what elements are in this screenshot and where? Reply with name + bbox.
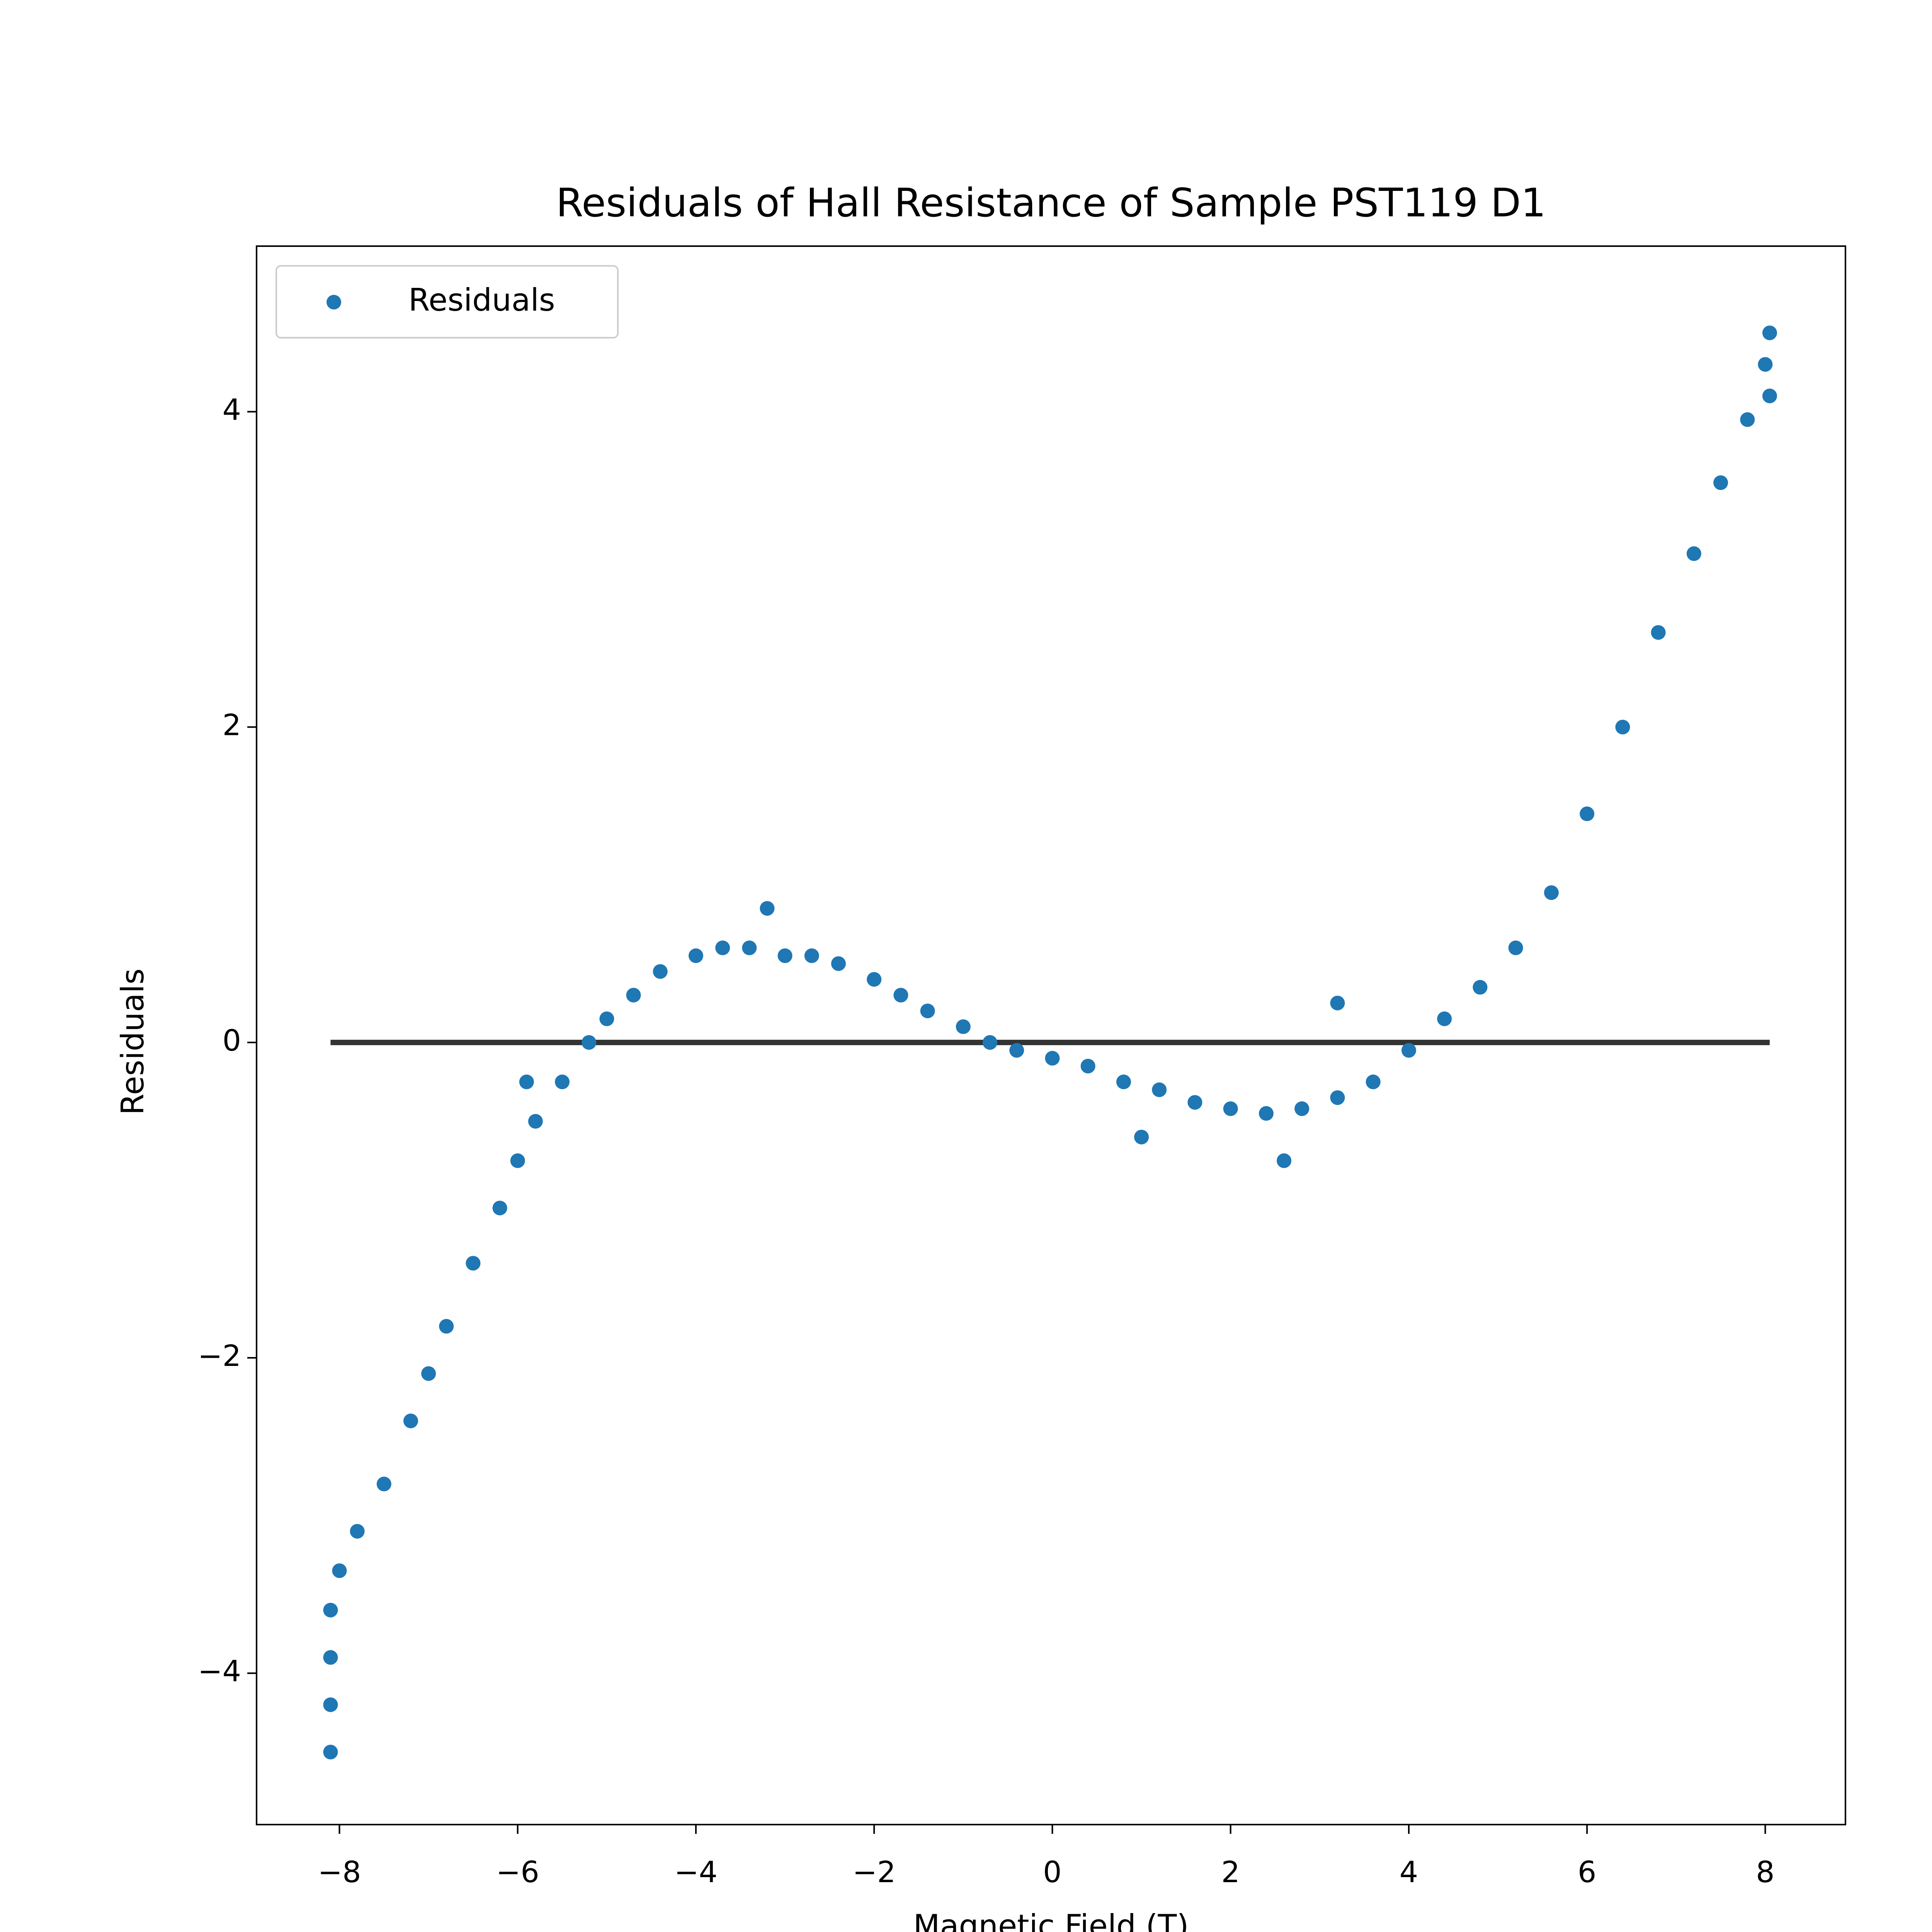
scatter-point xyxy=(653,964,668,979)
scatter-point xyxy=(555,1074,570,1089)
scatter-point xyxy=(1366,1074,1381,1089)
x-tick-label: 4 xyxy=(1400,1855,1418,1889)
scatter-point xyxy=(1615,719,1630,735)
scatter-point xyxy=(376,1476,391,1492)
y-tick-label: −4 xyxy=(198,1654,241,1688)
scatter-point xyxy=(528,1114,543,1129)
scatter-point xyxy=(804,948,819,963)
scatter-point xyxy=(760,901,775,916)
scatter-point xyxy=(332,1563,347,1578)
x-tick-label: 6 xyxy=(1578,1855,1596,1889)
y-tick-label: 4 xyxy=(223,392,241,427)
legend-box xyxy=(276,265,619,338)
scatter-point xyxy=(1223,1101,1238,1116)
scatter-point xyxy=(1277,1153,1292,1168)
scatter-point xyxy=(1713,475,1728,490)
scatter-point xyxy=(1294,1101,1310,1116)
scatter-point xyxy=(323,1745,338,1760)
scatter-point xyxy=(1080,1059,1095,1074)
y-tick-label: 2 xyxy=(223,708,241,742)
x-tick-label: −2 xyxy=(852,1855,896,1889)
scatter-point xyxy=(492,1201,507,1216)
y-axis-label: Residuals xyxy=(115,968,151,1115)
scatter-point xyxy=(323,1697,338,1712)
x-tick-label: −4 xyxy=(674,1855,718,1889)
scatter-point xyxy=(1437,1011,1452,1026)
scatter-point xyxy=(1580,806,1595,821)
scatter-point xyxy=(599,1011,614,1026)
scatter-point xyxy=(1740,412,1755,427)
scatter-point xyxy=(1152,1082,1167,1097)
scatter-point xyxy=(323,1650,338,1665)
scatter-point xyxy=(688,948,703,963)
x-tick-label: 8 xyxy=(1756,1855,1774,1889)
scatter-point xyxy=(403,1413,418,1429)
scatter-point xyxy=(1762,325,1777,340)
scatter-point xyxy=(323,1602,338,1617)
plot-area xyxy=(323,325,1777,1760)
scatter-point xyxy=(742,940,757,956)
scatter-point xyxy=(1134,1129,1149,1145)
scatter-point xyxy=(715,940,730,956)
scatter-point xyxy=(466,1256,481,1271)
scatter-point xyxy=(1116,1074,1131,1089)
scatter-point xyxy=(1544,885,1559,900)
scatter-point xyxy=(777,948,793,963)
axes-frame xyxy=(256,245,1846,1825)
x-tick-label: 2 xyxy=(1221,1855,1240,1889)
scatter-point xyxy=(350,1524,365,1539)
scatter-point xyxy=(439,1319,454,1334)
x-tick-label: −6 xyxy=(496,1855,539,1889)
scatter-point xyxy=(1758,357,1773,372)
chart-title: Residuals of Hall Resistance of Sample P… xyxy=(556,180,1546,226)
x-tick-label: −8 xyxy=(318,1855,361,1889)
y-tick-label: −2 xyxy=(198,1338,241,1373)
scatter-point xyxy=(1508,940,1523,956)
scatter-point xyxy=(1473,980,1488,995)
scatter-point xyxy=(983,1035,998,1050)
scatter-point xyxy=(893,988,908,1003)
y-tick-label: 0 xyxy=(223,1023,241,1058)
scatter-point xyxy=(1330,1090,1345,1105)
x-axis-label: Magnetic Field (T) xyxy=(913,1908,1189,1932)
scatter-point xyxy=(1045,1051,1060,1066)
scatter-point xyxy=(1686,546,1701,561)
scatter-point xyxy=(920,1003,935,1019)
scatter-point xyxy=(519,1074,534,1089)
legend-marker xyxy=(327,295,341,310)
scatter-point xyxy=(510,1153,525,1168)
scatter-point xyxy=(1259,1106,1274,1121)
scatter-point xyxy=(1762,388,1777,403)
scatter-point xyxy=(1187,1095,1202,1110)
scatter-point xyxy=(1651,625,1666,640)
scatter-point xyxy=(1009,1043,1024,1058)
scatter-point xyxy=(1401,1043,1416,1058)
scatter-point xyxy=(1330,995,1345,1010)
scatter-point xyxy=(626,988,641,1003)
legend-label: Residuals xyxy=(408,282,555,318)
scatter-point xyxy=(956,1019,971,1034)
scatter-point xyxy=(421,1366,436,1381)
x-tick-label: 0 xyxy=(1043,1855,1061,1889)
scatter-point xyxy=(582,1035,597,1050)
scatter-point xyxy=(867,972,882,987)
scatter-point xyxy=(831,956,846,971)
